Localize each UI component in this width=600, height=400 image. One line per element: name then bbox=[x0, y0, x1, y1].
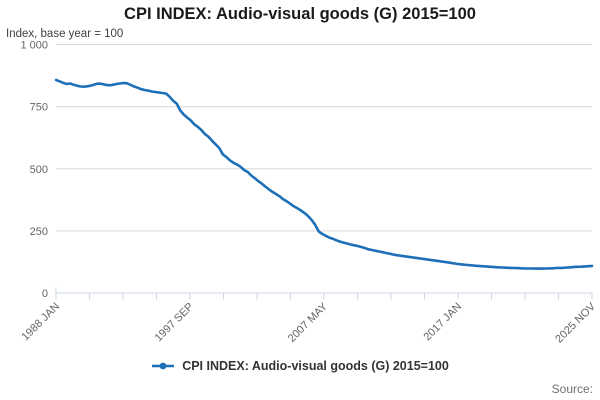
y-tick-label: 750 bbox=[30, 102, 48, 114]
source-label: Source: bbox=[551, 382, 593, 396]
y-tick-label: 1 000 bbox=[20, 40, 48, 52]
y-tick-label: 0 bbox=[42, 288, 48, 300]
series-line bbox=[54, 78, 594, 270]
legend-line-icon bbox=[152, 362, 175, 370]
x-tick-label: 2007 MAY bbox=[286, 300, 331, 345]
x-tick-label: 1997 SEP bbox=[153, 301, 197, 345]
legend-item[interactable]: CPI INDEX: Audio-visual goods (G) 2015=1… bbox=[0, 359, 600, 373]
plot-area: 0 250 500 750 1 000 1988 JAN 1997 SEP 2007 MAY 2… bbox=[19, 40, 598, 346]
x-tick-label: 2025 NOV bbox=[553, 300, 598, 345]
x-tick-label: 2017 JAN bbox=[421, 301, 464, 344]
y-tick-label: 250 bbox=[30, 226, 48, 238]
legend-label: CPI INDEX: Audio-visual goods (G) 2015=1… bbox=[182, 359, 449, 373]
axis-unit-label: Index, base year = 100 bbox=[6, 28, 124, 40]
x-tick-label: 1988 JAN bbox=[19, 301, 62, 344]
y-tick-label: 500 bbox=[30, 164, 48, 176]
chart-title: CPI INDEX: Audio-visual goods (G) 2015=1… bbox=[124, 5, 476, 23]
